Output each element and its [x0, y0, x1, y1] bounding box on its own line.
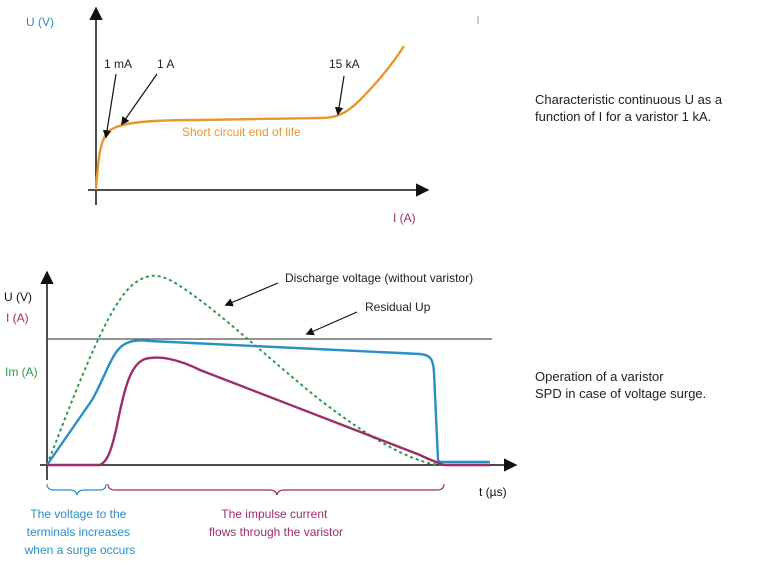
arrow-discharge-voltage: [224, 282, 279, 307]
voltage-curve: [46, 339, 490, 466]
arrow-15ka: [334, 75, 345, 116]
bottom-caption-line-1: Operation of a varistor: [535, 369, 664, 384]
bottom-y-axis-label-im: Im (A): [5, 365, 38, 379]
annotation-1ma: 1 mA: [104, 57, 132, 71]
top-y-axis-label: U (V): [26, 15, 54, 29]
top-caption: Characteristic continuous U as a functio…: [535, 92, 726, 124]
curve-label-short-circuit: Short circuit end of life: [182, 125, 301, 139]
note-voltage-rise-line-1: The voltage to the: [30, 507, 126, 521]
arrow-1ma: [102, 73, 117, 139]
discharge-voltage-curve: [46, 274, 441, 466]
top-x-axis-label: I (A): [393, 211, 416, 225]
bottom-y-axis-label-u: U (V): [4, 290, 32, 304]
arrow-residual-up: [305, 311, 358, 336]
bottom-caption-line-2: SPD in case of voltage surge.: [535, 386, 706, 401]
bottom-chart: U (V) I (A) Im (A) t (µs) Discharge volt…: [4, 270, 706, 557]
varistor-characteristic-curve: [94, 45, 406, 191]
arrow-1a: [121, 73, 158, 126]
note-impulse-current-line-1: The impulse current: [221, 507, 328, 521]
note-voltage-rise-line-2: terminals increases: [27, 525, 130, 539]
bottom-x-axis-label: t (µs): [479, 485, 507, 499]
bottom-y-axis-label-i: I (A): [6, 311, 29, 325]
annotation-discharge-voltage: Discharge voltage (without varistor): [285, 271, 473, 285]
note-impulse-current: The impulse current flows through the va…: [209, 507, 343, 539]
brace-impulse-current: [107, 483, 445, 496]
annotation-15ka: 15 kA: [329, 57, 360, 71]
annotation-residual-up: Residual Up: [365, 300, 431, 314]
note-impulse-current-line-2: flows through the varistor: [209, 525, 343, 539]
top-chart: U (V) I (A) 1 mA 1 A 15 kA Short circuit…: [26, 6, 726, 225]
note-voltage-rise: The voltage to the terminals increases w…: [24, 507, 136, 557]
annotation-1a: 1 A: [157, 57, 174, 71]
top-caption-line-1: Characteristic continuous U as a: [535, 92, 723, 107]
bottom-caption: Operation of a varistor SPD in case of v…: [535, 369, 706, 401]
brace-voltage-rise: [46, 483, 107, 496]
impulse-current-curve: [47, 356, 490, 467]
top-caption-line-2: function of I for a varistor 1 kA.: [535, 109, 711, 124]
note-voltage-rise-line-3: when a surge occurs: [24, 543, 136, 557]
